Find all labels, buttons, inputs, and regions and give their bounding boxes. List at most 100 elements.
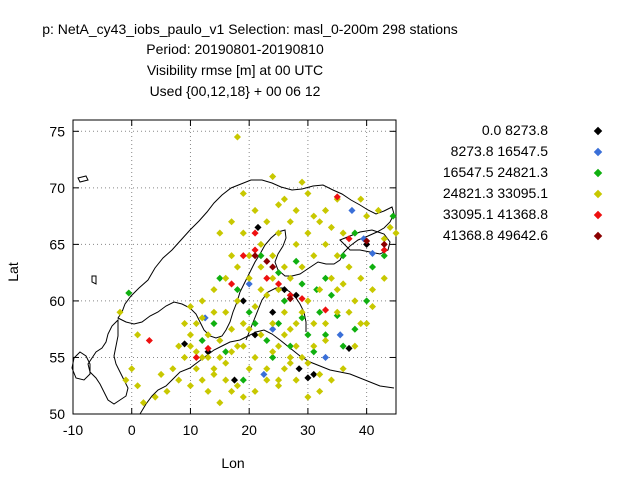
station-marker bbox=[380, 274, 388, 282]
station-marker bbox=[310, 370, 318, 378]
station-marker bbox=[345, 235, 353, 243]
station-marker bbox=[304, 189, 312, 198]
station-marker bbox=[275, 320, 283, 328]
station-marker bbox=[116, 308, 124, 316]
station-marker bbox=[336, 331, 344, 339]
station-marker bbox=[233, 133, 241, 141]
station-marker bbox=[260, 370, 268, 378]
station-marker bbox=[298, 263, 306, 271]
station-marker bbox=[204, 387, 212, 395]
station-marker bbox=[216, 274, 224, 282]
station-marker bbox=[269, 353, 277, 361]
station-marker bbox=[269, 274, 277, 282]
station-marker bbox=[263, 218, 271, 226]
x-tick-label: 40 bbox=[359, 422, 375, 438]
station-marker bbox=[251, 303, 259, 311]
station-marker bbox=[304, 374, 312, 382]
station-marker bbox=[316, 286, 324, 294]
station-marker bbox=[251, 246, 259, 254]
station-marker bbox=[198, 353, 206, 361]
station-marker bbox=[280, 297, 288, 305]
station-marker bbox=[257, 331, 265, 339]
station-marker bbox=[357, 195, 365, 203]
station-marker bbox=[251, 229, 259, 237]
station-marker bbox=[275, 280, 283, 288]
station-marker bbox=[192, 348, 200, 356]
station-marker bbox=[181, 320, 189, 328]
station-marker bbox=[239, 393, 247, 401]
station-marker bbox=[228, 280, 236, 288]
station-marker bbox=[310, 252, 318, 260]
coastline bbox=[71, 175, 395, 415]
station-marker bbox=[269, 173, 277, 181]
station-marker bbox=[321, 353, 330, 361]
legend-label: 0.0 8273.8 bbox=[481, 122, 548, 138]
station-marker bbox=[239, 252, 247, 260]
y-tick-label: 60 bbox=[49, 293, 65, 309]
station-marker bbox=[269, 263, 277, 271]
station-marker bbox=[298, 295, 306, 303]
station-marker bbox=[186, 303, 194, 311]
station-marker bbox=[363, 320, 371, 328]
station-marker bbox=[280, 365, 288, 373]
station-marker bbox=[339, 252, 347, 260]
station-marker bbox=[145, 336, 153, 345]
station-marker bbox=[351, 297, 359, 305]
station-marker bbox=[228, 325, 236, 333]
station-marker bbox=[316, 308, 324, 316]
station-marker bbox=[269, 325, 277, 333]
station-marker bbox=[181, 353, 189, 361]
station-marker bbox=[304, 359, 312, 367]
station-marker bbox=[233, 263, 241, 271]
station-marker bbox=[292, 376, 300, 384]
station-marker bbox=[198, 376, 206, 384]
station-marker bbox=[327, 274, 335, 282]
station-marker bbox=[186, 342, 194, 350]
station-marker bbox=[181, 340, 189, 348]
station-marker bbox=[292, 320, 300, 328]
station-marker bbox=[192, 320, 200, 328]
station-marker bbox=[295, 365, 303, 373]
station-marker bbox=[192, 365, 200, 373]
station-marker bbox=[380, 235, 388, 243]
scandinavia-coast bbox=[117, 179, 395, 339]
legend-label: 8273.8 16547.5 bbox=[450, 143, 548, 159]
station-marker bbox=[257, 263, 265, 271]
station-marker bbox=[380, 252, 388, 260]
station-marker bbox=[257, 240, 265, 248]
station-marker bbox=[310, 320, 318, 328]
station-marker bbox=[316, 387, 324, 395]
x-tick-label: 10 bbox=[183, 422, 199, 438]
station-marker bbox=[292, 206, 300, 214]
station-marker bbox=[280, 286, 288, 294]
station-marker bbox=[175, 342, 183, 350]
station-marker bbox=[286, 218, 294, 226]
station-marker bbox=[233, 297, 241, 305]
station-marker bbox=[275, 269, 283, 277]
x-tick-label: 30 bbox=[300, 422, 316, 438]
station-marker bbox=[245, 365, 253, 373]
station-marker bbox=[257, 252, 265, 260]
station-marker bbox=[222, 308, 230, 316]
station-marker bbox=[175, 376, 183, 384]
title-line-1: p: NetA_cy43_iobs_paulo_v1 Selection: ma… bbox=[42, 21, 458, 37]
station-marker bbox=[292, 240, 300, 248]
station-marker bbox=[157, 370, 165, 378]
station-marker bbox=[316, 370, 324, 378]
axes: -10 0 10 20 30 40 50 55 60 65 70 75 bbox=[49, 119, 397, 438]
title-line-3: Visibility rmse [m] at 00 UTC bbox=[146, 62, 324, 78]
station-marker bbox=[210, 370, 218, 378]
station-marker bbox=[280, 195, 288, 203]
station-marker bbox=[204, 353, 212, 361]
station-marker bbox=[310, 348, 318, 356]
data-points bbox=[116, 133, 400, 407]
station-marker bbox=[210, 286, 218, 294]
station-marker bbox=[339, 280, 347, 288]
station-marker bbox=[380, 246, 388, 254]
station-marker bbox=[263, 274, 271, 282]
station-marker bbox=[239, 320, 247, 328]
station-marker bbox=[333, 286, 341, 294]
station-marker bbox=[363, 297, 371, 305]
station-marker bbox=[245, 325, 253, 333]
station-marker bbox=[298, 178, 306, 186]
